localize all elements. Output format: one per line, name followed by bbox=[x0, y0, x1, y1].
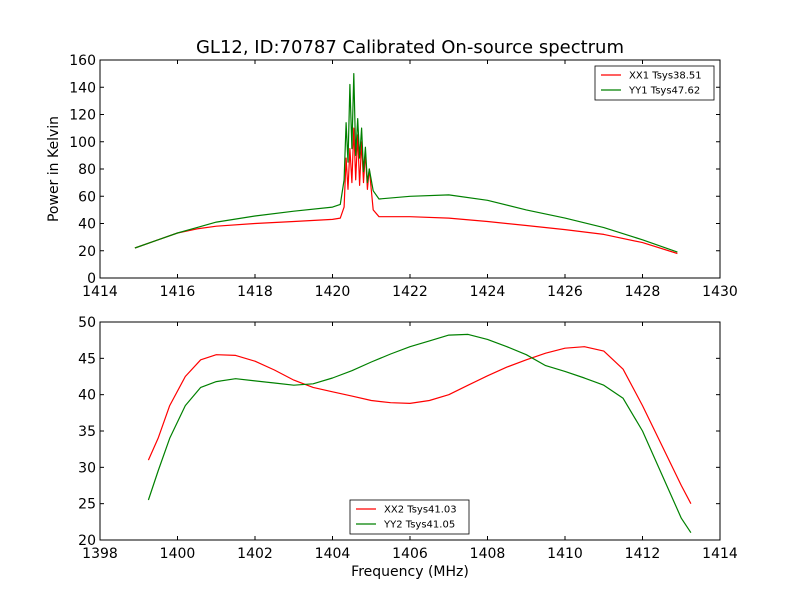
y-axis-label: Power in Kelvin bbox=[46, 116, 62, 222]
x-tick-label: 1398 bbox=[82, 546, 118, 562]
legend-entry-xx1-tsys38-51: XX1 Tsys38.51 bbox=[629, 71, 702, 82]
y-tick-label: 60 bbox=[78, 189, 96, 205]
x-tick-label: 1404 bbox=[315, 546, 351, 562]
chart-title: GL12, ID:70787 Calibrated On-source spec… bbox=[196, 37, 624, 58]
legend-box bbox=[594, 65, 715, 101]
legend-entry-yy1-tsys47-62: YY1 Tsys47.62 bbox=[628, 86, 700, 97]
y-tick-label: 20 bbox=[78, 533, 96, 549]
series-line-yy2-tsys41-05 bbox=[147, 333, 692, 534]
y-tick-label: 35 bbox=[78, 424, 96, 440]
y-tick-label: 40 bbox=[78, 217, 96, 233]
x-tick-label: 1422 bbox=[392, 284, 428, 300]
legend-box bbox=[349, 499, 470, 535]
bottom-panel-spectrum: 1398 1400 1402 1404 1406 1408 1410 1412 1414 20 25… bbox=[78, 315, 738, 580]
x-tick-label: 1430 bbox=[702, 284, 738, 300]
x-tick-label: 1418 bbox=[237, 284, 273, 300]
x-tick-label: 1412 bbox=[625, 546, 661, 562]
x-tick-label: 1420 bbox=[315, 284, 351, 300]
x-tick-label: 1414 bbox=[82, 284, 118, 300]
y-tick-label: 140 bbox=[69, 80, 96, 96]
x-axis-label: Frequency (MHz) bbox=[351, 564, 469, 580]
legend: XX1 Tsys38.51 YY1 Tsys47.62 bbox=[594, 65, 715, 101]
x-tick-label: 1416 bbox=[160, 284, 196, 300]
x-tick-label: 1408 bbox=[470, 546, 506, 562]
y-tick-label: 0 bbox=[87, 271, 96, 287]
legend: XX2 Tsys41.03 YY2 Tsys41.05 bbox=[349, 499, 470, 535]
top-panel-calibrated-spectrum: 1414 1416 1418 1420 1422 1424 1426 1428 1430 0 20 4… bbox=[46, 53, 738, 300]
y-tick-label: 100 bbox=[69, 135, 96, 151]
legend-entry-xx2-tsys41-03: XX2 Tsys41.03 bbox=[384, 505, 457, 516]
y-tick-label: 160 bbox=[69, 53, 96, 69]
legend-entry-yy2-tsys41-05: YY2 Tsys41.05 bbox=[383, 520, 455, 531]
x-tick-label: 1402 bbox=[237, 546, 273, 562]
x-tick-label: 1410 bbox=[547, 546, 583, 562]
series-line-xx1-tsys38-51 bbox=[134, 127, 678, 255]
series-line-yy1-tsys47-62 bbox=[134, 72, 678, 253]
x-tick-label: 1426 bbox=[547, 284, 583, 300]
y-tick-label: 20 bbox=[78, 244, 96, 260]
y-tick-label: 80 bbox=[78, 162, 96, 178]
y-tick-label: 50 bbox=[78, 315, 96, 331]
y-tick-label: 30 bbox=[78, 460, 96, 476]
y-tick-label: 40 bbox=[78, 388, 96, 404]
y-tick-label: 120 bbox=[69, 108, 96, 124]
series-line-xx2-tsys41-03 bbox=[147, 346, 692, 504]
x-tick-label: 1406 bbox=[392, 546, 428, 562]
x-tick-label: 1428 bbox=[625, 284, 661, 300]
x-tick-label: 1414 bbox=[702, 546, 738, 562]
x-tick-label: 1400 bbox=[160, 546, 196, 562]
x-tick-label: 1424 bbox=[470, 284, 506, 300]
y-tick-label: 45 bbox=[78, 351, 96, 367]
y-tick-label: 25 bbox=[78, 497, 96, 513]
